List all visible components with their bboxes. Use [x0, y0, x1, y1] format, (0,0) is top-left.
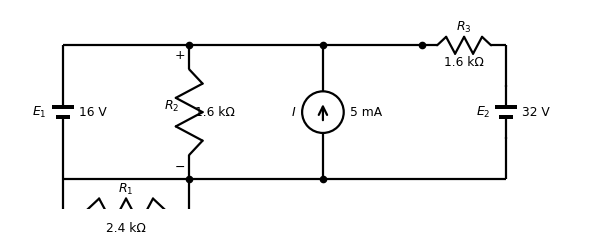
Text: $E_2$: $E_2$	[476, 105, 490, 120]
Text: $R_1$: $R_1$	[119, 182, 134, 197]
Text: $R_2$: $R_2$	[164, 99, 179, 114]
Text: 32 V: 32 V	[522, 106, 550, 119]
Text: $R_3$: $R_3$	[456, 20, 472, 35]
Text: 16 V: 16 V	[78, 106, 106, 119]
Text: 1.6 kΩ: 1.6 kΩ	[444, 56, 484, 69]
Text: 5 mA: 5 mA	[350, 106, 382, 119]
Text: $E_1$: $E_1$	[32, 105, 47, 120]
Text: 2.4 kΩ: 2.4 kΩ	[106, 222, 146, 234]
Text: −: −	[175, 161, 185, 174]
Text: 1.6 kΩ: 1.6 kΩ	[195, 106, 235, 119]
Text: +: +	[175, 49, 186, 62]
Text: $I$: $I$	[291, 106, 296, 119]
